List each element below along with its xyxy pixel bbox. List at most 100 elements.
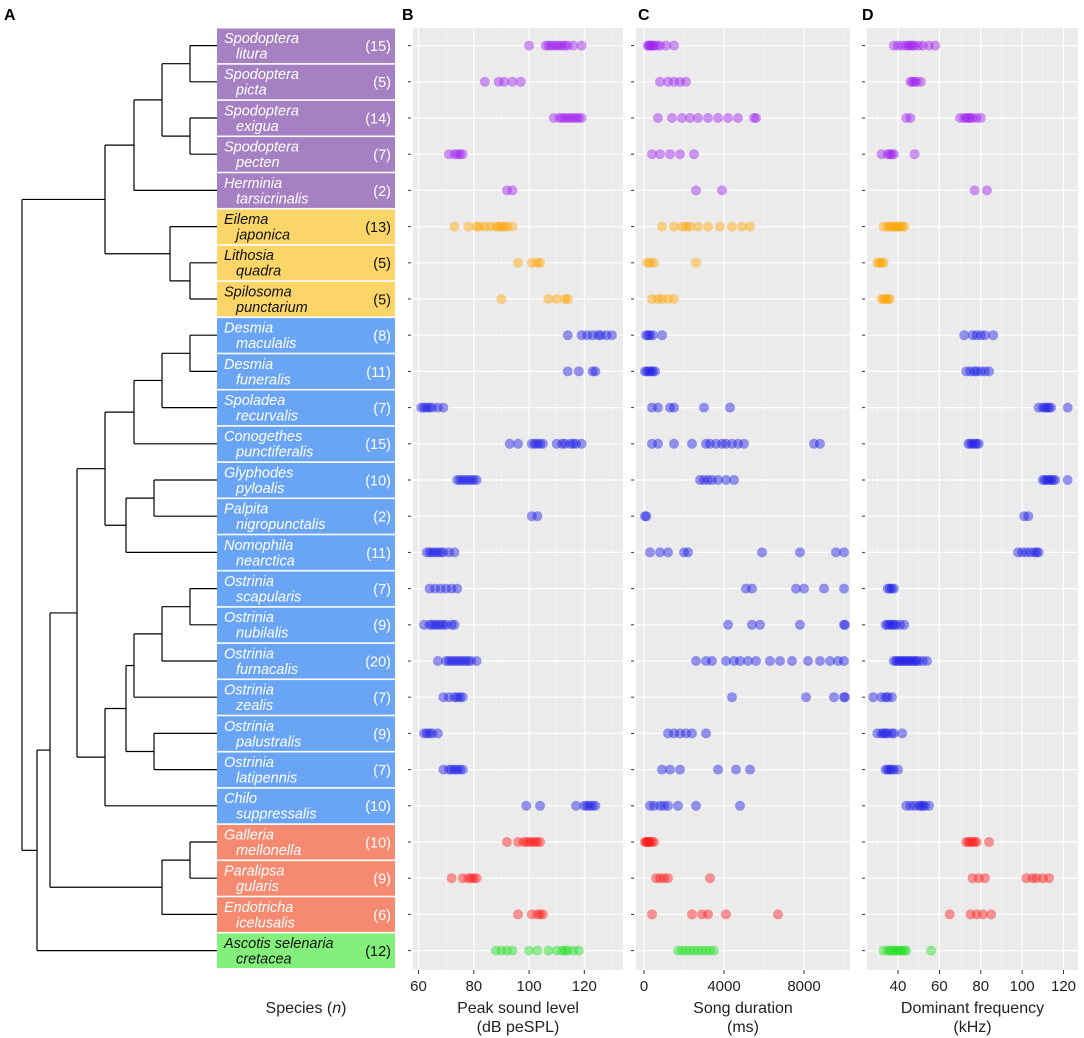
data-point xyxy=(979,330,990,341)
data-point xyxy=(681,221,691,232)
species-epithet: icelusalis xyxy=(236,915,295,931)
x-tick-label: 100 xyxy=(517,978,542,995)
data-point xyxy=(967,438,978,449)
data-point xyxy=(1031,547,1042,558)
data-point xyxy=(543,40,554,51)
data-point xyxy=(424,728,435,739)
data-point xyxy=(655,40,665,51)
data-point xyxy=(913,800,924,811)
data-point xyxy=(917,40,928,51)
data-point xyxy=(430,583,441,594)
data-point xyxy=(562,40,573,51)
data-point xyxy=(975,113,986,123)
data-point xyxy=(727,692,737,703)
data-point xyxy=(493,221,504,232)
data-point xyxy=(975,330,986,341)
data-point xyxy=(562,330,573,341)
data-point xyxy=(663,728,673,739)
data-point xyxy=(435,619,446,630)
data-point xyxy=(924,800,935,811)
data-point xyxy=(421,547,432,558)
data-point xyxy=(432,547,443,558)
data-point xyxy=(515,76,526,87)
data-point xyxy=(1013,547,1024,558)
data-point xyxy=(880,619,891,630)
data-point xyxy=(897,728,908,739)
data-point xyxy=(727,438,737,449)
species-n: (7) xyxy=(373,763,391,779)
species-n: (9) xyxy=(373,618,391,634)
data-point xyxy=(573,945,584,956)
data-point xyxy=(653,402,663,413)
x-tick-label: 8000 xyxy=(787,978,820,995)
data-point xyxy=(775,656,785,666)
data-point xyxy=(899,945,910,956)
data-point xyxy=(424,547,435,558)
data-point xyxy=(884,619,895,630)
data-point xyxy=(501,221,512,232)
data-point xyxy=(971,909,982,920)
data-point xyxy=(645,837,655,847)
data-point xyxy=(715,221,725,232)
data-point xyxy=(659,873,669,884)
data-point xyxy=(443,547,454,558)
data-point xyxy=(663,800,673,811)
data-point xyxy=(727,221,737,232)
data-point xyxy=(593,330,604,341)
data-point xyxy=(529,837,540,847)
data-point xyxy=(897,945,908,956)
data-point xyxy=(669,40,679,51)
x-tick-label: 80 xyxy=(465,978,482,995)
data-point xyxy=(884,149,895,160)
data-point xyxy=(882,619,893,630)
data-point xyxy=(886,583,897,594)
data-point xyxy=(1023,511,1034,522)
data-point xyxy=(921,656,932,666)
species-epithet: picta xyxy=(235,83,267,99)
species-n: (2) xyxy=(373,184,391,200)
data-point xyxy=(691,800,701,811)
data-point xyxy=(1039,402,1050,413)
data-point xyxy=(903,40,914,51)
data-point xyxy=(496,945,507,956)
data-point xyxy=(562,113,573,123)
data-point xyxy=(975,366,986,377)
data-point xyxy=(576,113,587,123)
data-point xyxy=(882,764,893,775)
data-point xyxy=(876,149,887,160)
species-label-box xyxy=(217,426,395,462)
data-point xyxy=(1019,511,1030,522)
species-n: (6) xyxy=(373,908,391,924)
data-point xyxy=(884,294,895,304)
data-point xyxy=(882,692,893,703)
species-genus: Ostrinia xyxy=(224,755,274,771)
data-point xyxy=(526,257,537,268)
data-point xyxy=(557,113,568,123)
data-point xyxy=(446,656,457,666)
data-point xyxy=(449,619,460,630)
data-point xyxy=(687,438,697,449)
data-point xyxy=(573,113,584,123)
species-label-box xyxy=(217,100,395,136)
data-point xyxy=(557,40,568,51)
data-point xyxy=(551,40,562,51)
data-point xyxy=(986,909,997,920)
data-point xyxy=(876,294,887,304)
data-point xyxy=(959,330,970,341)
data-point xyxy=(895,945,906,956)
data-point xyxy=(432,656,443,666)
species-label-box xyxy=(217,535,395,570)
data-point xyxy=(449,547,460,558)
data-point xyxy=(984,837,995,847)
data-point xyxy=(963,438,974,449)
data-point xyxy=(501,945,512,956)
x-axis-title: Song duration xyxy=(693,1000,793,1017)
data-point xyxy=(651,873,661,884)
data-point xyxy=(909,800,920,811)
species-label-box xyxy=(217,788,395,824)
